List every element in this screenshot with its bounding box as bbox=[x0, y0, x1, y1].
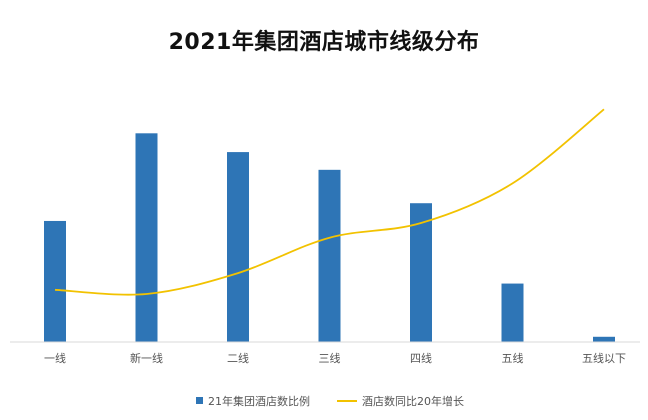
x-tick-label-0: 一线 bbox=[44, 351, 66, 365]
series-line-growth bbox=[54, 108, 605, 296]
x-tick-label-2: 二线 bbox=[227, 351, 249, 365]
x-tick-label-6: 五线以下 bbox=[582, 351, 626, 365]
x-tick-label-5: 五线 bbox=[502, 351, 524, 365]
bar-5 bbox=[501, 283, 524, 342]
chart-title: 2021年集团酒店城市线级分布 bbox=[168, 30, 480, 55]
bar-0 bbox=[44, 220, 66, 342]
x-tick-label-3: 三线 bbox=[319, 351, 341, 365]
bar-3 bbox=[318, 169, 341, 342]
bar-4 bbox=[410, 203, 432, 342]
legend: 21年集团酒店数比例 酒店数同比20年增长 bbox=[196, 394, 464, 408]
bar-2 bbox=[227, 152, 249, 342]
x-tick-label-1: 新一线 bbox=[130, 351, 163, 365]
legend-label-bar: 21年集团酒店数比例 bbox=[208, 394, 310, 408]
bar-6 bbox=[593, 336, 615, 342]
legend-swatch-bar bbox=[196, 397, 203, 404]
bar-1 bbox=[135, 133, 158, 342]
x-tick-label-4: 四线 bbox=[410, 351, 432, 365]
legend-label-line: 酒店数同比20年增长 bbox=[362, 394, 464, 408]
